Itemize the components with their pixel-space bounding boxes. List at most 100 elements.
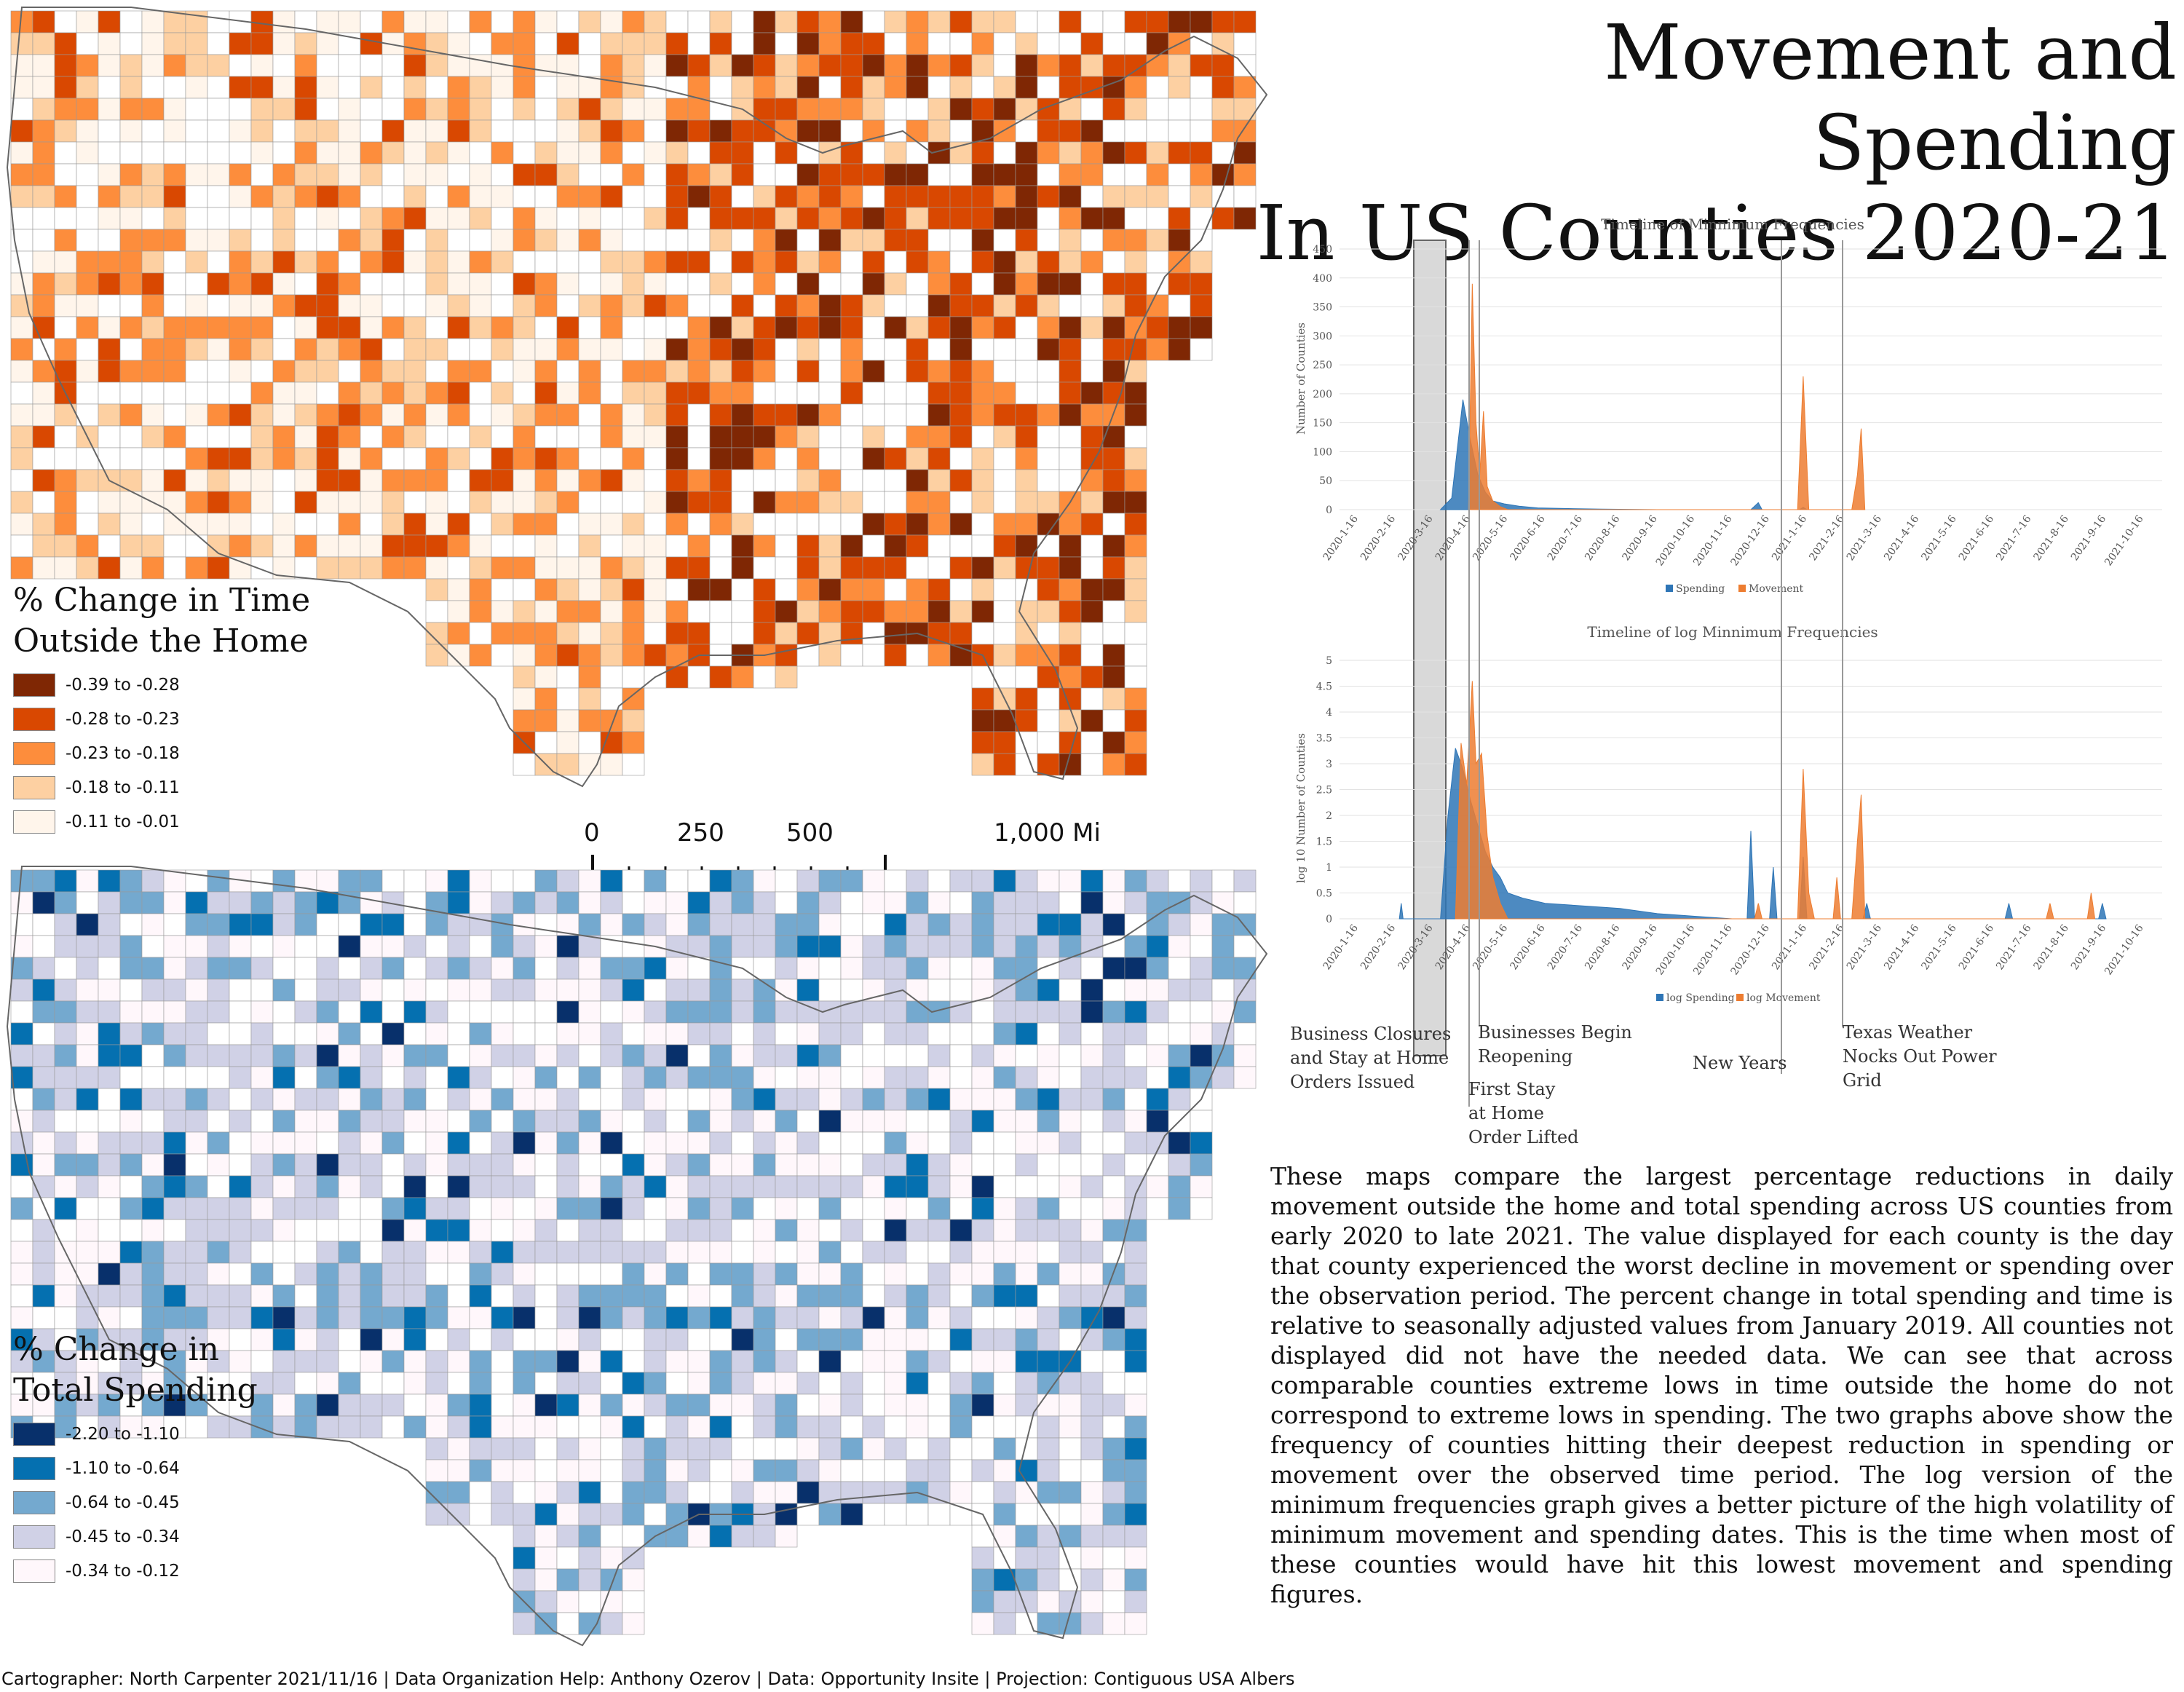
county-cell [381,141,405,165]
county-cell [600,1088,623,1111]
county-cell [753,294,776,317]
county-cell [54,141,77,165]
county-cell [250,979,274,1002]
county-cell [1102,1481,1125,1504]
county-cell [294,957,317,980]
county-cell [316,10,339,33]
county-cell [796,935,820,958]
county-cell [207,469,230,492]
county-cell [250,76,274,99]
county-cell [1015,316,1038,339]
county-cell [1233,141,1257,165]
county-cell [338,10,361,33]
county-cell [338,316,361,339]
county-cell [884,1350,907,1373]
county-cell [360,1350,383,1373]
county-cell [709,425,732,448]
county-cell [447,869,470,893]
county-cell [513,316,536,339]
county-cell [32,1110,55,1133]
county-cell [556,425,579,448]
county-cell [447,1110,470,1133]
county-cell [600,1350,623,1373]
county-cell [294,491,317,514]
county-cell [1190,1153,1213,1177]
county-cell [360,979,383,1002]
county-cell [163,382,186,405]
county-cell [1059,1328,1082,1351]
county-cell [600,1022,623,1045]
county-cell [447,98,470,121]
county-cell [731,913,754,936]
county-cell [447,979,470,1002]
county-cell [578,1044,601,1067]
county-cell [272,185,296,208]
county-cell [665,1306,689,1329]
county-cell [229,76,252,99]
county-cell [491,403,514,427]
county-cell [1190,272,1213,296]
county-cell [32,141,55,165]
county-cell [556,1415,579,1439]
county-cell [1080,1328,1104,1351]
county-cell [993,425,1016,448]
county-cell [840,1197,863,1220]
x-tick-label: 2021-5-16 [1919,922,1958,972]
county-cell [1124,1437,1147,1460]
county-cell [316,338,339,361]
county-cell [1015,1328,1038,1351]
county-cell [1102,360,1125,383]
county-cell [1102,1350,1125,1373]
county-cell [76,141,99,165]
county-cell [207,1175,230,1198]
county-cell [971,1393,994,1417]
county-cell [534,1393,558,1417]
county-cell [491,1459,514,1482]
county-cell [360,1241,383,1264]
county-cell [185,360,208,383]
county-cell [1059,1284,1082,1308]
county-cell [1124,98,1147,121]
county-cell [513,644,536,667]
county-cell [316,534,339,558]
county-cell [644,957,667,980]
county-cell [840,294,863,317]
county-cell [1080,979,1104,1002]
county-cell [906,1197,929,1220]
county-cell [578,1110,601,1133]
county-cell [665,469,689,492]
county-cell [1037,1481,1060,1504]
county-cell [687,382,711,405]
county-cell [556,1306,579,1329]
county-cell [818,513,842,536]
county-cell [513,979,536,1002]
county-cell [840,272,863,296]
county-cell [1233,1000,1257,1024]
county-cell [1146,141,1169,165]
county-cell [1168,869,1191,893]
county-cell [185,1000,208,1024]
county-cell [600,1503,623,1526]
county-cell [316,979,339,1002]
county-cell [294,54,317,77]
county-cell [513,141,536,165]
county-cell [1190,163,1213,186]
county-cell [1037,534,1060,558]
county-cell [513,32,536,55]
x-tick-label: 2020-1-16 [1321,513,1361,563]
county-cell [644,163,667,186]
county-cell [360,556,383,580]
county-cell [185,1022,208,1045]
county-cell [447,425,470,448]
timeline-charts: Timeline of Minnimum Frequencies 0501001… [1294,216,2162,1107]
county-cell [360,491,383,514]
county-cell [731,1415,754,1439]
county-cell [1102,578,1125,601]
county-cell [316,1393,339,1417]
county-cell [1211,1022,1235,1045]
county-cell [840,1415,863,1439]
county-cell [76,1197,99,1220]
county-cell [775,10,798,33]
county-cell [687,1219,711,1242]
county-cell [818,1219,842,1242]
